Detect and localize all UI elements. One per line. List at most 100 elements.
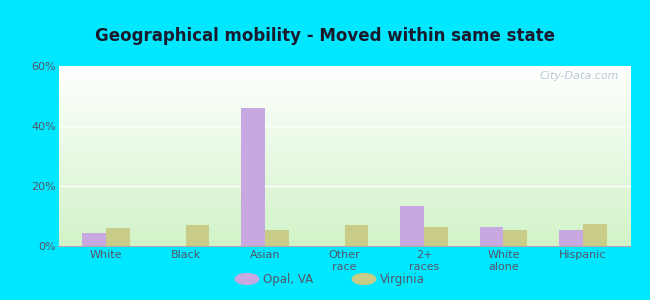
Bar (583, 224, 606, 246)
Bar (58, 137, 630, 138)
Bar (58, 112, 630, 113)
Bar (58, 208, 630, 209)
Bar (58, 179, 630, 180)
Bar (58, 215, 630, 216)
Bar (58, 98, 630, 99)
Bar (58, 72, 630, 73)
Bar (58, 117, 630, 118)
Bar (58, 244, 630, 245)
Bar (58, 157, 630, 158)
Bar (58, 103, 630, 104)
Bar (58, 198, 630, 199)
Bar (58, 227, 630, 228)
Bar (58, 171, 630, 172)
Bar (58, 169, 630, 170)
Bar (58, 119, 630, 120)
Bar (58, 121, 630, 122)
Bar (344, 225, 369, 246)
Bar (58, 125, 630, 126)
Bar (58, 239, 630, 240)
Bar (58, 202, 630, 203)
Bar (58, 200, 630, 201)
Bar (58, 206, 630, 207)
Bar (58, 106, 630, 107)
Bar (58, 165, 630, 166)
Bar (58, 82, 630, 83)
Bar (58, 199, 630, 200)
Bar (58, 156, 630, 157)
Bar (559, 230, 583, 246)
Bar (58, 79, 630, 80)
Bar (58, 71, 630, 72)
Bar (58, 111, 630, 112)
Bar (58, 245, 630, 246)
Bar (58, 99, 630, 100)
Bar (58, 114, 630, 115)
Bar (58, 101, 630, 102)
Bar (58, 229, 630, 230)
Bar (58, 172, 630, 173)
Bar (58, 140, 630, 141)
Bar (58, 170, 630, 171)
Bar (424, 226, 448, 246)
Bar (58, 118, 630, 119)
Bar (58, 148, 630, 149)
Bar (58, 68, 630, 69)
Bar (58, 91, 630, 92)
Bar (58, 222, 630, 223)
Bar (58, 232, 630, 233)
Bar (58, 230, 630, 231)
Bar (58, 204, 630, 205)
Bar (58, 124, 630, 125)
Bar (58, 166, 630, 167)
Bar (58, 135, 630, 136)
Bar (58, 77, 630, 78)
Bar (58, 109, 630, 110)
Bar (58, 168, 630, 169)
Bar (58, 122, 630, 123)
Bar (58, 237, 630, 238)
Bar (58, 174, 630, 175)
Bar (58, 113, 630, 114)
Bar (58, 231, 630, 232)
Bar (58, 115, 630, 116)
Bar (58, 128, 630, 129)
Bar (186, 225, 209, 246)
Bar (58, 85, 630, 86)
Bar (58, 105, 630, 106)
Bar (58, 191, 630, 192)
Bar (58, 159, 630, 160)
Bar (58, 88, 630, 89)
Bar (58, 196, 630, 197)
Bar (58, 182, 630, 183)
Bar (58, 217, 630, 218)
Text: Virginia: Virginia (380, 272, 425, 286)
Bar (58, 242, 630, 243)
Bar (58, 226, 630, 227)
Bar (58, 160, 630, 161)
Text: Geographical mobility - Moved within same state: Geographical mobility - Moved within sam… (95, 27, 555, 45)
Bar (58, 127, 630, 128)
Bar (58, 96, 630, 97)
Bar (58, 233, 630, 234)
Bar (58, 134, 630, 135)
Bar (58, 223, 630, 224)
Bar (58, 138, 630, 139)
Bar (58, 123, 630, 124)
Bar (58, 131, 630, 132)
Bar (58, 120, 630, 121)
Bar (58, 163, 630, 164)
Bar (58, 73, 630, 74)
Bar (58, 228, 630, 229)
Bar (58, 146, 630, 147)
Bar (58, 94, 630, 95)
Bar (58, 93, 630, 94)
Bar (58, 185, 630, 186)
Bar (58, 243, 630, 244)
Bar (58, 133, 630, 134)
Bar (58, 193, 630, 194)
Bar (58, 136, 630, 137)
Bar (58, 219, 630, 220)
Bar (58, 152, 630, 153)
Bar (58, 150, 630, 151)
